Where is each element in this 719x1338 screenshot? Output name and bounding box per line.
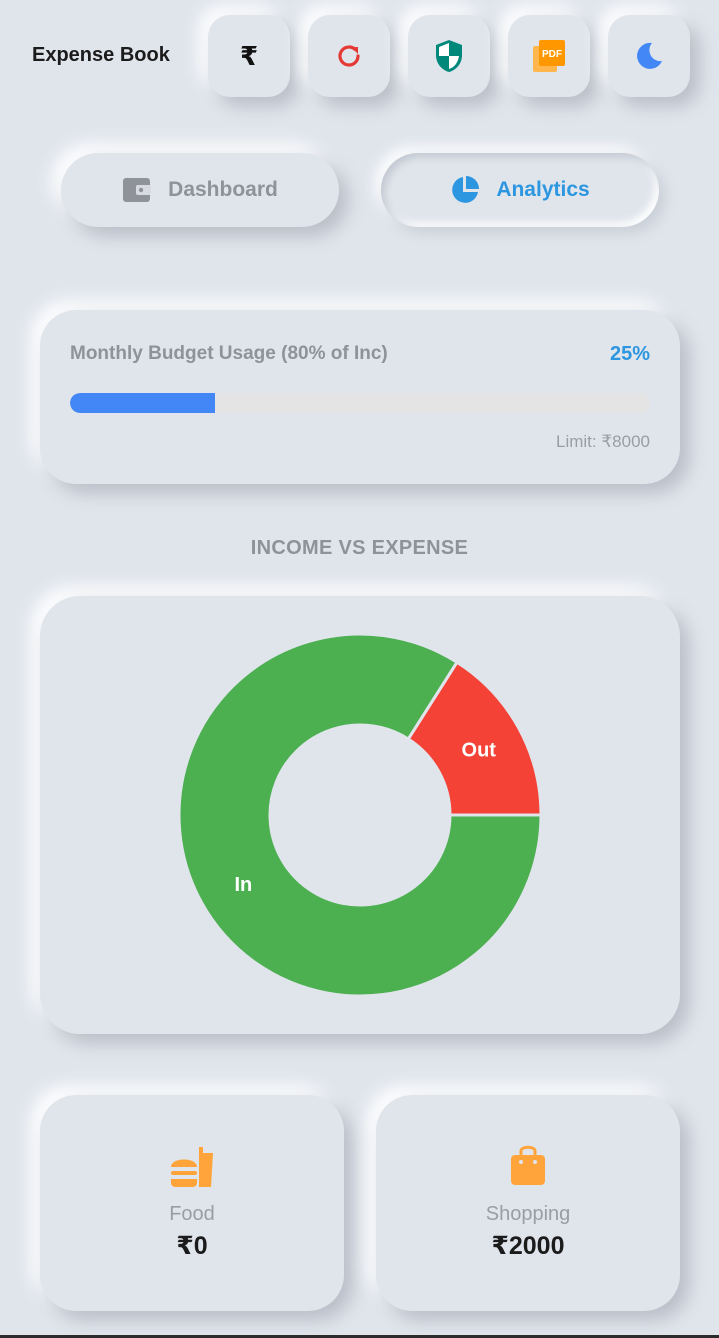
- tab-dashboard[interactable]: Dashboard: [61, 153, 339, 227]
- category-card-food[interactable]: Food ₹0: [40, 1095, 344, 1311]
- section-title: INCOME VS EXPENSE: [250, 537, 469, 559]
- budget-limit: Limit: ₹8000: [556, 432, 650, 451]
- wallet-icon: [123, 178, 152, 202]
- theme-button[interactable]: [608, 15, 690, 97]
- security-button[interactable]: [408, 15, 490, 97]
- donut-slice-in: [177, 632, 543, 998]
- shield-icon: [436, 40, 462, 72]
- category-amount: ₹2000: [491, 1232, 565, 1260]
- svg-text:PDF: PDF: [542, 49, 562, 60]
- chart-card: Out In: [40, 596, 680, 1034]
- moon-icon: [637, 42, 662, 69]
- shopping-bag-icon: [511, 1145, 545, 1185]
- tab-analytics[interactable]: Analytics: [381, 153, 659, 227]
- budget-card: Monthly Budget Usage (80% of Inc) 25% Li…: [40, 310, 680, 484]
- budget-progress-fill: [70, 393, 215, 413]
- category-card-shopping[interactable]: Shopping ₹2000: [376, 1095, 680, 1311]
- fastfood-icon: [171, 1147, 213, 1187]
- budget-label: Monthly Budget Usage (80% of Inc): [70, 343, 388, 364]
- refresh-icon: [338, 45, 360, 67]
- app-title: Expense Book: [32, 44, 170, 66]
- currency-button[interactable]: ₹: [208, 15, 290, 97]
- bottom-divider: [0, 1335, 719, 1338]
- donut-label-in: In: [234, 874, 252, 896]
- reset-button[interactable]: [308, 15, 390, 97]
- category-label: Shopping: [485, 1203, 571, 1225]
- tab-analytics-label: Analytics: [496, 178, 590, 201]
- donut-label-out: Out: [462, 740, 497, 762]
- budget-progress-track: [70, 393, 650, 413]
- category-label: Food: [169, 1203, 215, 1225]
- pie-chart-icon: [452, 176, 480, 203]
- pdf-export-button[interactable]: PDF: [508, 15, 590, 97]
- rupee-icon: ₹: [239, 40, 259, 71]
- category-amount: ₹0: [176, 1232, 208, 1260]
- budget-percent: 25%: [609, 343, 650, 365]
- pdf-icon: PDF: [533, 40, 565, 72]
- tab-dashboard-label: Dashboard: [168, 178, 278, 201]
- donut-slice-out: [406, 660, 543, 817]
- top-bar: Expense Book ₹ PDF: [0, 0, 719, 112]
- income-expense-chart: Out In: [177, 632, 543, 998]
